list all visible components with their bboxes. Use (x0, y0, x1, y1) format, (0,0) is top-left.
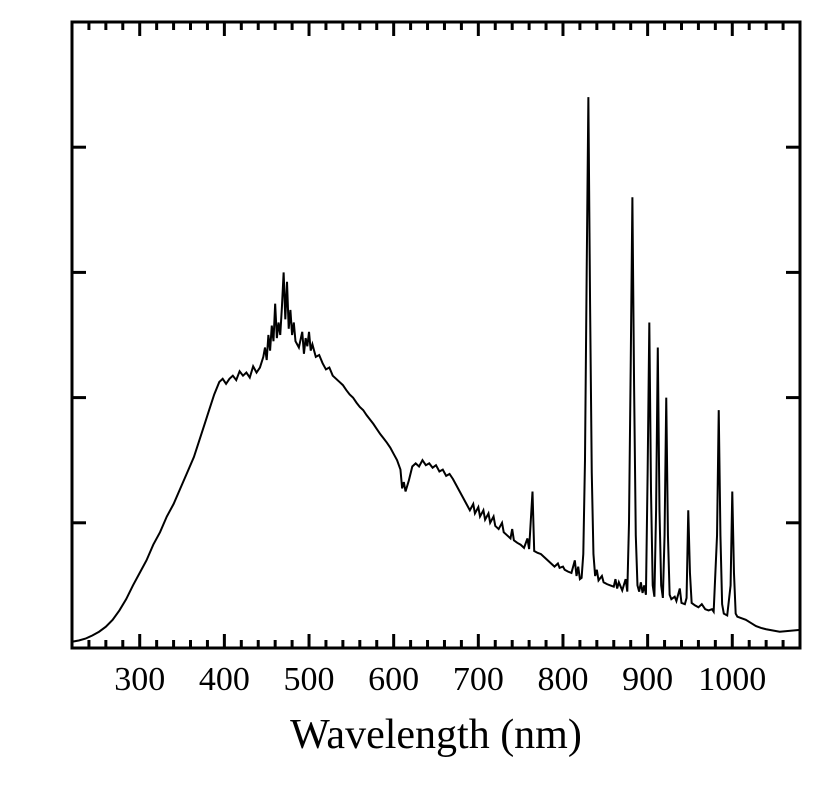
spectrum-chart: 300 400 500 600 700 800 900 1000 Wavelength (nm) (0, 0, 820, 798)
x-tick-label: 900 (622, 661, 673, 698)
plot-frame (72, 22, 800, 648)
x-tick-label: 500 (284, 661, 335, 698)
x-tick-label: 400 (199, 661, 250, 698)
x-tick-label: 1000 (698, 661, 766, 698)
x-axis-label: Wavelength (nm) (290, 712, 582, 758)
x-tick-label: 800 (537, 661, 588, 698)
chart-svg: 300 400 500 600 700 800 900 1000 Wavelength (nm) (0, 0, 820, 798)
x-tick-label: 600 (368, 661, 419, 698)
x-tick-label: 300 (114, 661, 165, 698)
x-tick-label: 700 (453, 661, 504, 698)
spectrum-line (72, 97, 800, 642)
